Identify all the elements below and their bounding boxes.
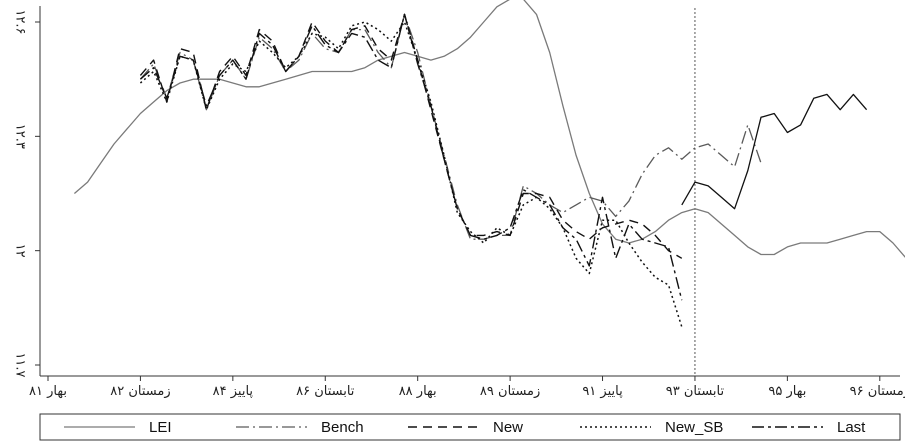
x-axis: بهار ۸۱ زمستان ۸۲ پاییز ۸۴ تابستان ۸۶ بهار ۸… [29, 376, 905, 399]
x-tick-label: بهار ۸۱ [29, 384, 67, 399]
x-tick-label: زمستان ۸۹ [480, 384, 540, 399]
x-tick-label: بهار ۸۸ [399, 384, 437, 399]
x-tick-label: زمستان ۸۲ [110, 384, 170, 399]
legend-label-new-sb: New_SB [665, 419, 723, 436]
plot-frame [39, 6, 900, 377]
legend-label-bench: Bench [321, 419, 364, 436]
y-tick-label: ۱۲.۶ [13, 9, 28, 34]
legend: LEI Bench New New_SB Last [39, 413, 901, 441]
x-tick-label: بهار ۹۵ [768, 384, 806, 399]
legend-label-last: Last [837, 419, 866, 436]
series-group [73, 0, 905, 328]
series-line-new [139, 13, 683, 259]
x-tick-label: پاییز ۹۱ [582, 384, 623, 399]
y-tick-label: ۱۲.۳ [13, 124, 28, 149]
y-tick-label: ۱۲ [12, 244, 27, 258]
x-tick-label: تابستان ۸۶ [296, 384, 355, 399]
y-tick-label: ۱۱.۷ [13, 352, 28, 377]
x-tick-label: پاییز ۸۴ [213, 384, 254, 399]
legend-label-lei: LEI [149, 419, 172, 436]
series-line-lei [73, 0, 905, 258]
x-tick-label: تابستان ۹۳ [666, 384, 725, 399]
x-tick-label: زمستان ۹۶ [850, 384, 905, 399]
series-line-last [139, 13, 683, 301]
series-line-unlabeled [681, 93, 868, 210]
series-line-bench [139, 13, 762, 240]
legend-label-new: New [493, 419, 523, 436]
y-axis: ۱۱.۷ ۱۲ ۱۲.۳ ۱۲.۶ [12, 9, 40, 378]
